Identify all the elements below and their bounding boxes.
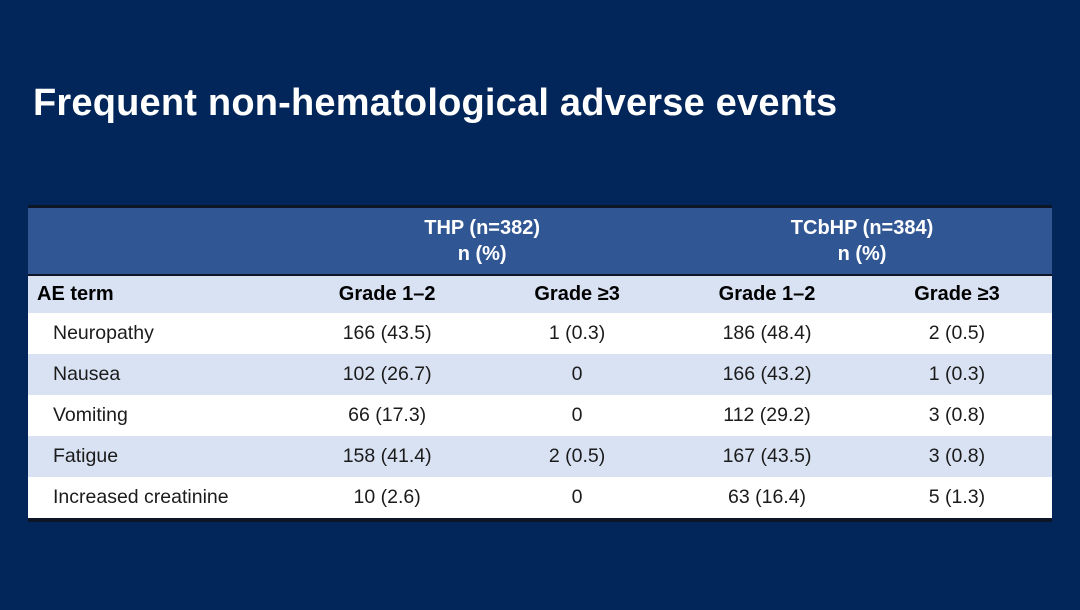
group-header-tcbhp-subtitle: n (%) bbox=[837, 243, 887, 265]
value-cell: 102 (26.7) bbox=[342, 363, 432, 385]
ae-term-cell: Vomiting bbox=[53, 404, 128, 426]
group-header-thp: THP (n=382) n (%) bbox=[292, 208, 672, 274]
column-header-thp-grade-ge3: Grade ≥3 bbox=[534, 283, 620, 305]
value-cell: 5 (1.3) bbox=[928, 486, 986, 508]
group-header-thp-subtitle: n (%) bbox=[457, 243, 507, 265]
table-column-header-row: AE term Grade 1–2 Grade ≥3 Grade 1–2 Gra… bbox=[28, 276, 1052, 313]
table-row-fatigue: Fatigue 158 (41.4) 2 (0.5) 167 (43.5) 3 … bbox=[28, 436, 1052, 477]
page-title: Frequent non-hematological adverse event… bbox=[33, 82, 838, 124]
column-header-ae-term: AE term bbox=[37, 283, 114, 305]
column-header-tcbhp-grade-ge3: Grade ≥3 bbox=[914, 283, 1000, 305]
group-header-thp-title: THP (n=382) bbox=[424, 217, 541, 239]
value-cell: 1 (0.3) bbox=[928, 363, 986, 385]
value-cell: 66 (17.3) bbox=[348, 404, 427, 426]
table-row-nausea: Nausea 102 (26.7) 0 166 (43.2) 1 (0.3) bbox=[28, 354, 1052, 395]
adverse-events-table: THP (n=382) n (%) TCbHP (n=384) n (%) AE… bbox=[28, 205, 1052, 522]
value-cell: 3 (0.8) bbox=[928, 404, 986, 426]
group-header-tcbhp: TCbHP (n=384) n (%) bbox=[672, 208, 1052, 274]
ae-term-cell: Fatigue bbox=[53, 445, 119, 467]
value-cell: 2 (0.5) bbox=[548, 445, 606, 467]
value-cell: 158 (41.4) bbox=[342, 445, 432, 467]
value-cell: 63 (16.4) bbox=[728, 486, 807, 508]
table-row-vomiting: Vomiting 66 (17.3) 0 112 (29.2) 3 (0.8) bbox=[28, 395, 1052, 436]
ae-term-cell: Nausea bbox=[53, 363, 121, 385]
group-header-spacer bbox=[28, 208, 292, 274]
ae-term-cell: Neuropathy bbox=[53, 322, 154, 344]
value-cell: 10 (2.6) bbox=[353, 486, 421, 508]
column-header-tcbhp-grade-1-2: Grade 1–2 bbox=[718, 283, 816, 305]
value-cell: 112 (29.2) bbox=[723, 404, 811, 426]
value-cell: 186 (48.4) bbox=[722, 322, 812, 344]
column-header-thp-grade-1-2: Grade 1–2 bbox=[338, 283, 436, 305]
ae-term-cell: Increased creatinine bbox=[53, 486, 229, 508]
table-row-increased-creatinine: Increased creatinine 10 (2.6) 0 63 (16.4… bbox=[28, 477, 1052, 518]
value-cell: 0 bbox=[571, 404, 583, 426]
value-cell: 166 (43.2) bbox=[722, 363, 812, 385]
value-cell: 0 bbox=[571, 363, 583, 385]
value-cell: 167 (43.5) bbox=[722, 445, 812, 467]
table-group-header-row: THP (n=382) n (%) TCbHP (n=384) n (%) bbox=[28, 208, 1052, 276]
value-cell: 0 bbox=[571, 486, 583, 508]
value-cell: 166 (43.5) bbox=[342, 322, 432, 344]
value-cell: 3 (0.8) bbox=[928, 445, 986, 467]
value-cell: 2 (0.5) bbox=[928, 322, 986, 344]
table-row-neuropathy: Neuropathy 166 (43.5) 1 (0.3) 186 (48.4)… bbox=[28, 313, 1052, 354]
value-cell: 1 (0.3) bbox=[548, 322, 606, 344]
group-header-tcbhp-title: TCbHP (n=384) bbox=[790, 217, 934, 239]
